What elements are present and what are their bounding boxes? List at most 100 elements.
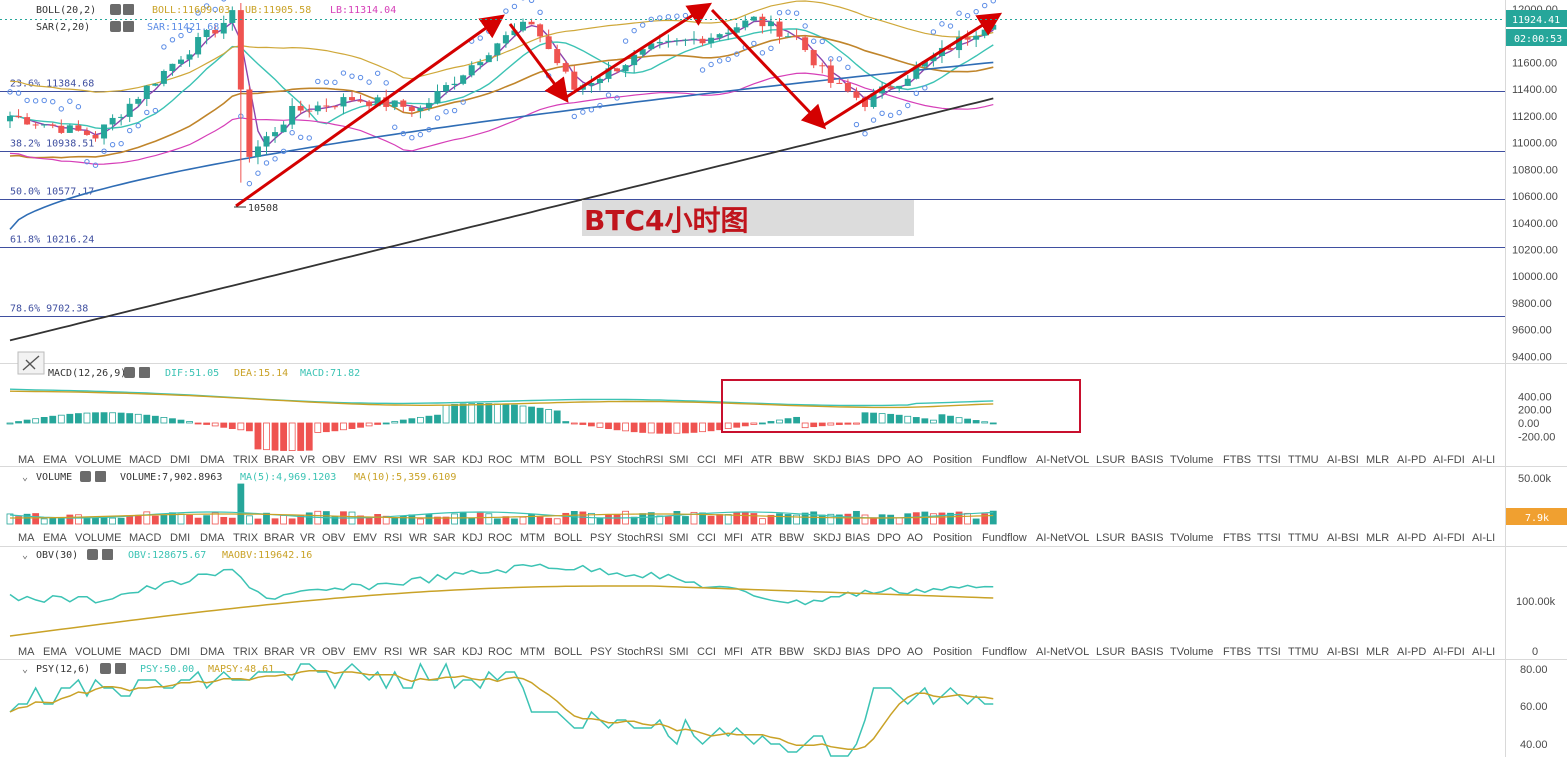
- indicator-tab[interactable]: AI-FDI: [1433, 454, 1465, 466]
- indicator-tab[interactable]: WR: [409, 532, 427, 544]
- indicator-tab[interactable]: BOLL: [554, 454, 582, 466]
- indicator-tab[interactable]: StochRSI: [617, 646, 663, 658]
- indicator-tab[interactable]: PSY: [590, 532, 613, 544]
- indicator-tab[interactable]: BRAR: [264, 454, 295, 466]
- indicator-tab[interactable]: KDJ: [462, 646, 483, 658]
- indicator-tab[interactable]: PSY: [590, 646, 613, 658]
- indicator-tab[interactable]: BIAS: [845, 646, 870, 658]
- indicator-tab[interactable]: CCI: [697, 454, 716, 466]
- indicator-tab[interactable]: BIAS: [845, 454, 870, 466]
- volume-legend[interactable]: ⌄ VOLUME VOLUME:7,902.8963 MA(5):4,969.1…: [22, 471, 456, 483]
- indicator-tab[interactable]: AI-NetVOL: [1036, 646, 1089, 658]
- indicator-tab[interactable]: AI-PD: [1397, 646, 1426, 658]
- indicator-tab[interactable]: SMI: [669, 532, 689, 544]
- sar-legend[interactable]: SAR(2,20) SAR:11421.68: [36, 21, 219, 33]
- psy-legend[interactable]: ⌄ PSY(12,6) PSY:50.00 MAPSY:48.61: [22, 663, 274, 675]
- indicator-tab[interactable]: AI-NetVOL: [1036, 454, 1089, 466]
- indicator-tab[interactable]: MA: [18, 532, 35, 544]
- indicator-tab[interactable]: StochRSI: [617, 532, 663, 544]
- indicator-tab[interactable]: MLR: [1366, 532, 1389, 544]
- indicator-tab[interactable]: BBW: [779, 454, 805, 466]
- indicator-tab[interactable]: DMI: [170, 454, 190, 466]
- indicator-tab[interactable]: VR: [300, 646, 315, 658]
- indicator-tab[interactable]: TVolume: [1170, 532, 1213, 544]
- indicator-tab[interactable]: ROC: [488, 646, 513, 658]
- indicator-tab[interactable]: AI-BSI: [1327, 532, 1359, 544]
- collapse-icon[interactable]: ⌄: [22, 550, 28, 561]
- indicator-tab[interactable]: Fundflow: [982, 454, 1027, 466]
- close-icon[interactable]: [139, 367, 150, 378]
- settings-icon[interactable]: [100, 663, 111, 674]
- indicator-tab[interactable]: AI-FDI: [1433, 532, 1465, 544]
- boll-legend[interactable]: BOLL(20,2) BOLL:11609.03 UB:11905.58 LB:…: [36, 4, 396, 16]
- indicator-tab[interactable]: MACD: [129, 454, 161, 466]
- indicator-tab[interactable]: BBW: [779, 646, 805, 658]
- indicator-tab[interactable]: VOLUME: [75, 532, 121, 544]
- indicator-tab[interactable]: DMA: [200, 646, 225, 658]
- indicator-tab[interactable]: EMA: [43, 532, 68, 544]
- indicator-tab[interactable]: MFI: [724, 532, 743, 544]
- indicator-tab[interactable]: BBW: [779, 532, 805, 544]
- indicator-tab[interactable]: TVolume: [1170, 646, 1213, 658]
- indicator-tab[interactable]: TTMU: [1288, 646, 1319, 658]
- indicator-tab[interactable]: BASIS: [1131, 532, 1163, 544]
- collapse-icon[interactable]: ⌄: [22, 472, 28, 483]
- indicator-tab[interactable]: SAR: [433, 532, 456, 544]
- indicator-tab[interactable]: OBV: [322, 646, 346, 658]
- indicator-tab[interactable]: TTSI: [1257, 532, 1281, 544]
- indicator-tab[interactable]: EMV: [353, 646, 378, 658]
- indicator-tab[interactable]: VR: [300, 454, 315, 466]
- settings-icon[interactable]: [110, 4, 121, 15]
- indicator-tab[interactable]: MA: [18, 454, 35, 466]
- indicator-tab[interactable]: VOLUME: [75, 454, 121, 466]
- indicator-tab[interactable]: FTBS: [1223, 646, 1251, 658]
- indicator-tab[interactable]: ATR: [751, 454, 772, 466]
- indicator-tab[interactable]: DMI: [170, 646, 190, 658]
- indicator-tab[interactable]: Position: [933, 646, 972, 658]
- indicator-tab[interactable]: OBV: [322, 454, 346, 466]
- indicator-tab[interactable]: FTBS: [1223, 532, 1251, 544]
- indicator-tab[interactable]: AI-NetVOL: [1036, 532, 1089, 544]
- indicator-tab[interactable]: LSUR: [1096, 532, 1125, 544]
- indicator-tab[interactable]: Position: [933, 454, 972, 466]
- settings-icon[interactable]: [110, 21, 121, 32]
- indicator-tab[interactable]: OBV: [322, 532, 346, 544]
- indicator-tab[interactable]: AO: [907, 532, 923, 544]
- indicator-tab[interactable]: BIAS: [845, 532, 870, 544]
- indicator-tab[interactable]: EMA: [43, 454, 68, 466]
- settings-icon[interactable]: [87, 549, 98, 560]
- indicator-tab[interactable]: SAR: [433, 646, 456, 658]
- fibonacci-levels[interactable]: 23.6% 11384.68 38.2% 10938.51 50.0% 10577.…: [0, 79, 1505, 317]
- indicator-tab[interactable]: RSI: [384, 532, 402, 544]
- indicator-tab[interactable]: WR: [409, 454, 427, 466]
- indicator-tab[interactable]: EMA: [43, 646, 68, 658]
- indicator-tab[interactable]: LSUR: [1096, 646, 1125, 658]
- indicator-tab[interactable]: AO: [907, 454, 923, 466]
- indicator-tab[interactable]: WR: [409, 646, 427, 658]
- indicator-tab[interactable]: EMV: [353, 532, 378, 544]
- indicator-tab[interactable]: MFI: [724, 454, 743, 466]
- indicator-tab[interactable]: SKDJ: [813, 532, 841, 544]
- indicator-tab[interactable]: BASIS: [1131, 454, 1163, 466]
- indicator-tab[interactable]: DMA: [200, 532, 225, 544]
- indicator-tabs-2[interactable]: MA EMA VOLUME MACD DMI DMA TRIX BRAR VR OBV EMV RSI…: [18, 532, 1495, 544]
- indicator-tab[interactable]: DPO: [877, 646, 901, 658]
- indicator-tab[interactable]: TTMU: [1288, 454, 1319, 466]
- indicator-tab[interactable]: AI-LI: [1472, 532, 1495, 544]
- indicator-tab[interactable]: TRIX: [233, 454, 259, 466]
- obv-legend[interactable]: ⌄ OBV(30) OBV:128675.67 MAOBV:119642.16: [22, 549, 312, 561]
- indicator-tab[interactable]: KDJ: [462, 532, 483, 544]
- indicator-tab[interactable]: MFI: [724, 646, 743, 658]
- price-axis[interactable]: 12000.0011800.0011600.0011400.0011200.00…: [1512, 4, 1558, 364]
- indicator-tab[interactable]: SKDJ: [813, 454, 841, 466]
- close-icon[interactable]: [123, 21, 134, 32]
- indicator-tab[interactable]: LSUR: [1096, 454, 1125, 466]
- indicator-tab[interactable]: TRIX: [233, 532, 259, 544]
- indicator-tab[interactable]: TTSI: [1257, 646, 1281, 658]
- indicator-tab[interactable]: AI-LI: [1472, 454, 1495, 466]
- close-icon[interactable]: [95, 471, 106, 482]
- indicator-tab[interactable]: AI-BSI: [1327, 454, 1359, 466]
- indicator-tab[interactable]: Position: [933, 532, 972, 544]
- indicator-tab[interactable]: SAR: [433, 454, 456, 466]
